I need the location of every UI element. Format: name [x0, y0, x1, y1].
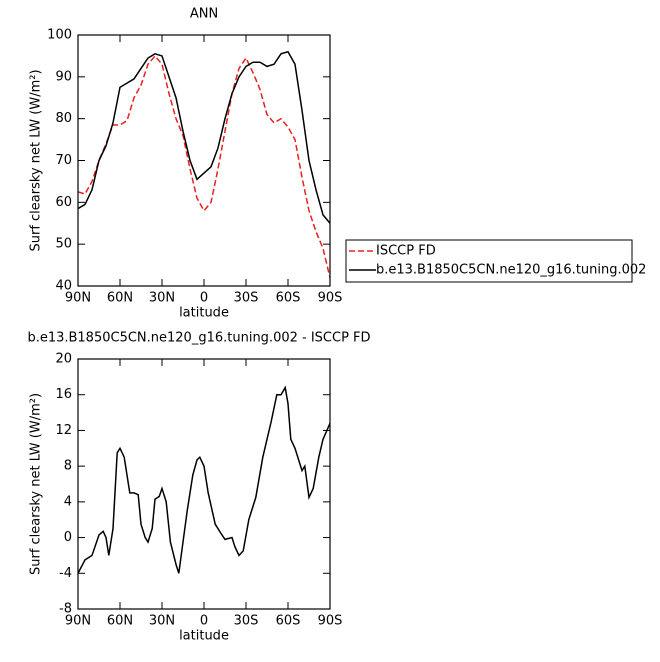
y-tick-label: 50: [55, 237, 72, 252]
x-tick-label: 60S: [276, 291, 301, 306]
y-axis-label: Surf clearsky net LW (W/m²): [29, 69, 44, 251]
y-tick-label: 80: [55, 111, 72, 126]
y-tick-label: 70: [55, 153, 72, 168]
y-tick-label: 90: [55, 69, 72, 84]
plot-frame: [77, 358, 331, 610]
y-tick-label: -8: [59, 602, 72, 617]
y-tick-label: 16: [55, 387, 72, 402]
y-tick-label: 60: [55, 195, 72, 210]
y-tick-label: 4: [64, 494, 72, 509]
x-tick-label: 30S: [234, 614, 259, 629]
x-tick-label: 0: [200, 614, 208, 629]
legend-label: b.e13.B1850C5CN.ne120_g16.tuning.002: [376, 263, 646, 278]
chart-title: b.e13.B1850C5CN.ne120_g16.tuning.002 - I…: [27, 331, 370, 346]
x-axis-label: latitude: [179, 306, 229, 321]
y-tick-label: 20: [55, 352, 72, 367]
plot-frame: [77, 34, 331, 287]
data-line: [77, 54, 331, 278]
x-tick-label: 30S: [234, 291, 259, 306]
x-axis-label: latitude: [179, 629, 229, 644]
x-tick-label: 90N: [65, 291, 91, 306]
x-tick-label: 60N: [107, 614, 133, 629]
data-line: [77, 50, 331, 224]
y-tick-label: 0: [64, 530, 72, 545]
y-tick-label: -4: [59, 566, 72, 581]
x-tick-label: 0: [200, 291, 208, 306]
x-tick-label: 90N: [65, 614, 91, 629]
x-tick-label: 60N: [107, 291, 133, 306]
data-line: [77, 385, 331, 574]
x-tick-label: 60S: [276, 614, 301, 629]
y-axis-label: Surf clearsky net LW (W/m²): [29, 393, 44, 575]
chart-title: ANN: [190, 7, 218, 22]
y-tick-label: 12: [55, 423, 72, 438]
y-tick-label: 40: [55, 279, 72, 294]
x-tick-label: 30N: [149, 291, 175, 306]
x-tick-label: 90S: [318, 291, 343, 306]
y-tick-label: 8: [64, 459, 72, 474]
y-tick-label: 100: [47, 28, 72, 43]
legend-label: ISCCP FD: [376, 244, 436, 259]
x-tick-label: 90S: [318, 614, 343, 629]
x-tick-label: 30N: [149, 614, 175, 629]
legend-box: [345, 239, 633, 283]
